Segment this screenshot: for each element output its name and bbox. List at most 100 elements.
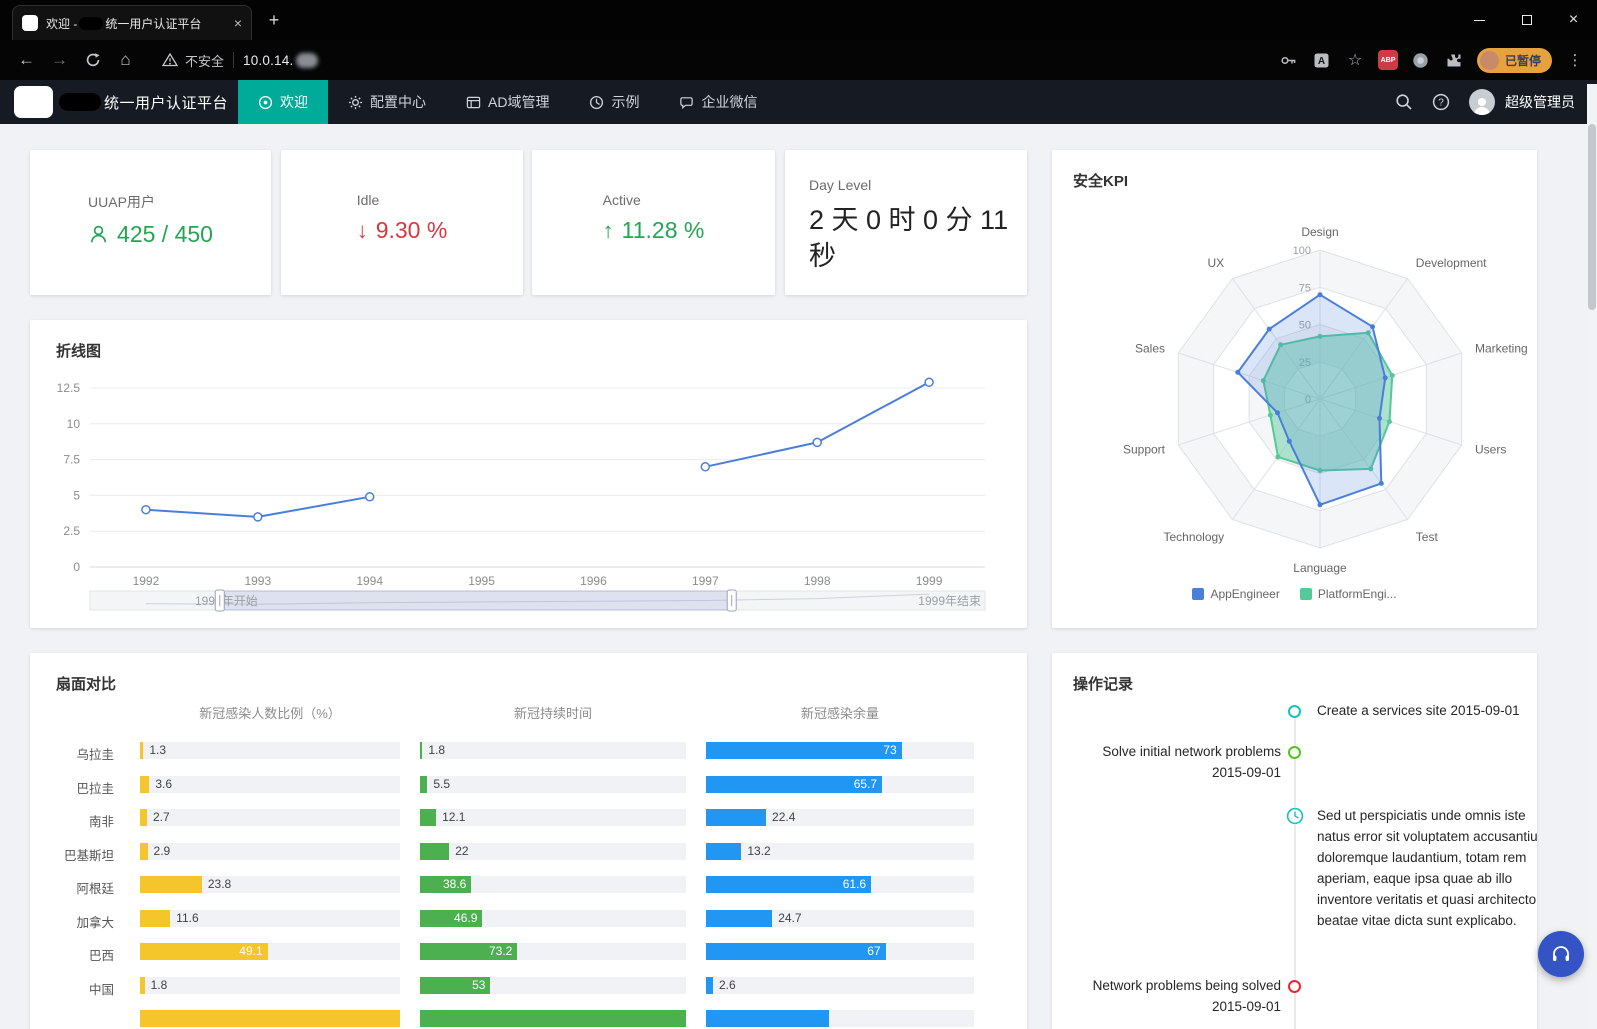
bar-track: 67 [706,943,974,960]
svg-text:1999: 1999 [916,574,943,588]
extensions-menu-button[interactable] [1444,50,1464,70]
bar-value: 12.1 [442,810,466,824]
window-close-button[interactable]: × [1550,0,1597,40]
nav-item-label: 示例 [611,94,640,110]
new-tab-button[interactable]: + [268,10,280,30]
forward-button[interactable]: → [51,50,68,69]
bar-value: 73 [883,743,897,757]
bar-track: 73.2 [420,943,686,960]
profile-paused-chip[interactable]: 已暂停 [1476,47,1552,73]
key-extension-button[interactable] [1279,50,1299,70]
browser-menu-button[interactable]: ⋮ [1567,52,1583,69]
bar: 73 [706,742,902,759]
bar [420,809,437,826]
timeline-axis [1294,711,1296,1029]
line-chart: 0 2.5 5 7.5 10 12.5 1992 1993 1994 1995 1996 1997 19… [57,377,986,612]
nav-item-欢迎[interactable]: 欢迎 [238,80,329,124]
search-button[interactable] [1395,93,1413,111]
bar-track: 1.8 [140,976,400,994]
browser-tab-strip: 欢迎 - 统一用户认证平台 × + × [0,0,1597,40]
app-logo [14,86,53,118]
bar: 49.1 [140,943,268,960]
person-icon [1474,98,1490,115]
bar [140,876,202,893]
window-controls: × [1456,0,1597,40]
bar-track: 46.9 [420,909,686,927]
nav-item-label: AD域管理 [488,94,550,110]
warning-icon [162,52,178,67]
home-button[interactable]: ⌂ [120,50,131,69]
nav-item-label: 欢迎 [280,94,309,110]
bar-track: 65.7 [706,775,974,793]
legend-label: AppEngineer [1210,587,1280,601]
question-circle-icon: ? [1432,93,1450,111]
browser-tab[interactable]: 欢迎 - 统一用户认证平台 × [12,5,252,40]
bar-track: 38.6 [420,876,686,893]
stat-label: Idle [356,192,380,208]
translate-button[interactable]: A [1312,50,1332,70]
window-minimize-button[interactable] [1456,0,1503,40]
search-icon [1396,94,1412,110]
reload-button[interactable] [76,45,109,75]
page-scrollbar[interactable] [1587,84,1597,1029]
window-maximize-button[interactable] [1503,0,1550,40]
svg-text:Technology: Technology [1163,530,1224,544]
help-button[interactable]: ? [1432,93,1450,111]
tab-title-prefix: 欢迎 - [46,16,78,31]
bar [140,742,144,759]
user-name[interactable]: 超级管理员 [1505,94,1575,110]
support-fab-button[interactable] [1538,931,1584,977]
blocker-extension-button[interactable] [1411,50,1431,70]
svg-text:0: 0 [1305,394,1311,406]
gear-icon [348,95,363,109]
legend-item-PlatformEngi...[interactable]: PlatformEngi... [1299,587,1397,601]
site-favicon [22,15,38,31]
clock-icon [590,95,604,109]
url-text[interactable]: 10.0.14. [243,52,294,68]
nav-item-企业微信[interactable]: 企业微信 [659,80,777,124]
svg-text:12.5: 12.5 [57,381,81,395]
radar-chart: 0 25 50 75 100 Design Development Marketing User… [1123,225,1528,575]
svg-text:Marketing: Marketing [1475,342,1528,356]
timeline-item-text: Create a services site 2015-09-01 [1317,703,1520,718]
user-icon [90,225,107,243]
bar-track: 1.3 [140,742,400,759]
nav-item-配置中心[interactable]: 配置中心 [328,80,446,124]
stat-label: Active [602,192,641,208]
bar-value: 24.7 [778,910,802,925]
redacted-url [296,52,319,68]
abp-extension-button[interactable]: ABP [1377,50,1398,70]
bar-value: 46.9 [454,910,478,925]
bar-value: 67 [867,944,881,958]
stat-value: ↑ 11.28 % [603,217,705,244]
site-security-area[interactable]: 不安全 [162,51,224,70]
tab-close-icon[interactable]: × [233,15,242,31]
bar-value: 11.6 [176,910,199,925]
back-button[interactable]: ← [18,50,35,69]
user-avatar[interactable] [1469,89,1495,115]
legend-item-AppEngineer[interactable]: AppEngineer [1192,587,1280,601]
bar-track: 1.8 [420,742,686,759]
reload-icon [86,53,100,67]
scrollbar-thumb[interactable] [1588,124,1596,310]
translate-icon: A [1314,53,1329,67]
bar-value: 73.2 [488,944,513,958]
datazoom-end-label: 1999年结束 [918,594,981,608]
bar-track: 22.4 [706,809,974,826]
app-title: 统一用户认证平台 [104,94,229,112]
svg-text:25: 25 [1299,357,1311,369]
bar-track [706,1010,974,1027]
svg-text:1992: 1992 [133,574,160,588]
datazoom-window[interactable] [219,590,733,611]
bar-value: 13.2 [747,843,771,858]
svg-text:2.5: 2.5 [63,524,80,538]
bookmark-star-button[interactable]: ☆ [1347,52,1363,69]
nav-item-AD域管理[interactable]: AD域管理 [446,80,569,124]
timeline-marker [1288,745,1301,759]
bar [420,842,450,860]
svg-text:1994: 1994 [356,574,383,588]
bar-track: 61.6 [706,876,974,893]
app-header: 统一用户认证平台 欢迎 配置中心 AD域管理 示例 企业微信 ? 超级管理员 [0,80,1597,124]
svg-text:5: 5 [73,488,80,502]
nav-item-示例[interactable]: 示例 [569,80,659,124]
